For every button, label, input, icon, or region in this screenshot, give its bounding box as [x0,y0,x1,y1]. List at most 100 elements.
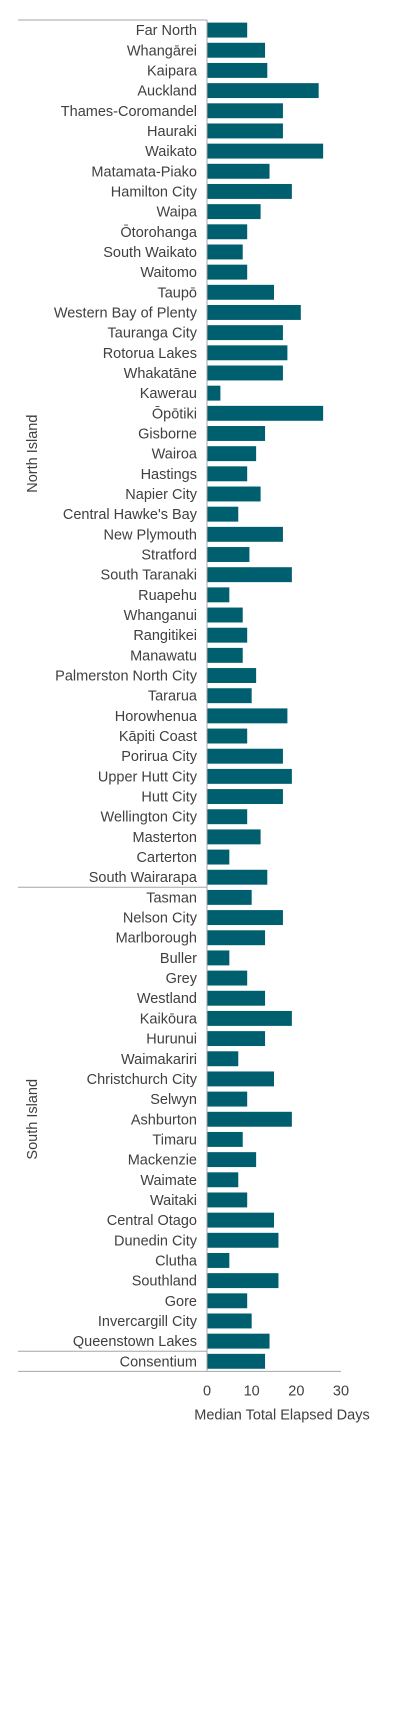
bar [207,426,266,441]
bar [207,62,268,78]
bar [207,325,283,341]
bar [207,42,266,58]
bar [207,365,283,381]
bar [207,768,292,784]
category-label: Waitomo [140,265,197,281]
bar [207,1313,252,1329]
bar [207,385,221,401]
bar [207,1031,266,1047]
bar [207,224,248,240]
bar [207,849,230,865]
bar [207,889,252,905]
category-label: Upper Hutt City [98,769,198,785]
category-label: New Plymouth [104,527,197,543]
category-label: Ōtorohanga [120,225,198,241]
category-label: Ōpōtiki [152,406,197,422]
category-label: Mackenzie [128,1153,197,1169]
category-label: Rangitikei [133,628,197,644]
x-axis-title: Median Total Elapsed Days [194,1407,369,1423]
category-label: South Wairarapa [89,870,198,886]
category-label: Waimakariri [121,1052,197,1068]
bar [207,809,248,825]
bar [207,567,292,583]
category-label: Christchurch City [87,1072,198,1088]
category-label: Far North [136,23,197,39]
category-label: Kāpiti Coast [119,729,197,745]
category-label: Hastings [141,467,197,483]
category-label: Gisborne [138,426,197,442]
bar [207,204,261,220]
bar [207,668,257,683]
bar [207,950,230,966]
category-label: Napier City [125,487,197,503]
category-label: Whanganui [124,608,197,624]
group-label: North Island [25,415,41,493]
category-label: Horowhenua [115,709,198,725]
category-label: Stratford [141,548,197,564]
category-label: Consentium [120,1354,197,1370]
bar [207,183,292,199]
bar [207,587,230,603]
category-label: South Waikato [103,245,197,261]
bar [207,526,283,542]
bar [207,728,248,744]
category-label: Dunedin City [114,1233,198,1249]
category-label: Hauraki [147,124,197,140]
category-label: Queenstown Lakes [73,1334,197,1350]
bar [207,1010,292,1026]
x-tick-label: 0 [203,1383,211,1399]
category-label: Masterton [133,830,197,846]
category-label: Ruapehu [138,588,197,604]
category-label: Westland [137,991,197,1007]
category-label: Selwyn [150,1092,197,1108]
category-label: Waipa [156,205,197,221]
bar [207,1172,239,1188]
category-label: Wairoa [152,447,198,463]
bar [207,1353,266,1369]
bar [207,547,250,562]
category-label: Timaru [152,1132,197,1148]
category-label: Kaipara [147,63,198,79]
bar [207,1051,239,1067]
bar [207,1232,279,1248]
bar [207,345,288,361]
category-label: Carterton [137,850,197,866]
bar [207,970,248,986]
bar [207,1152,257,1168]
bar [207,869,268,885]
bar [207,789,283,805]
category-label: Porirua City [121,749,197,765]
category-label: Grey [166,971,198,987]
category-label: Buller [160,951,197,967]
category-label: Central Otago [107,1213,197,1229]
bar [207,1273,279,1289]
category-label: Kaikōura [140,1011,198,1027]
category-label: Thames-Coromandel [61,104,197,120]
bar [207,1333,270,1349]
bar [207,607,243,623]
category-label: Manawatu [130,648,197,664]
bar [207,305,301,320]
bar [207,143,324,159]
category-label: Tauranga City [108,326,198,342]
bar [207,446,257,462]
bar [207,627,248,643]
bar [207,264,248,280]
bar [207,1293,248,1309]
category-label: Matamata-Piako [91,164,197,180]
category-label: Southland [132,1274,197,1290]
category-label: Auckland [137,84,197,100]
bar [207,284,274,300]
category-label: Waimate [140,1173,197,1189]
category-label: Hurunui [146,1032,197,1048]
bar [207,748,283,764]
bar [207,244,243,260]
bar [207,910,283,926]
category-label: Ashburton [131,1112,197,1128]
bar [207,1071,274,1087]
category-label: Taupō [157,285,197,301]
category-label: Hutt City [141,790,197,806]
bar [207,1131,243,1147]
category-label: Invercargill City [98,1314,198,1330]
category-label: South Taranaki [101,568,197,584]
